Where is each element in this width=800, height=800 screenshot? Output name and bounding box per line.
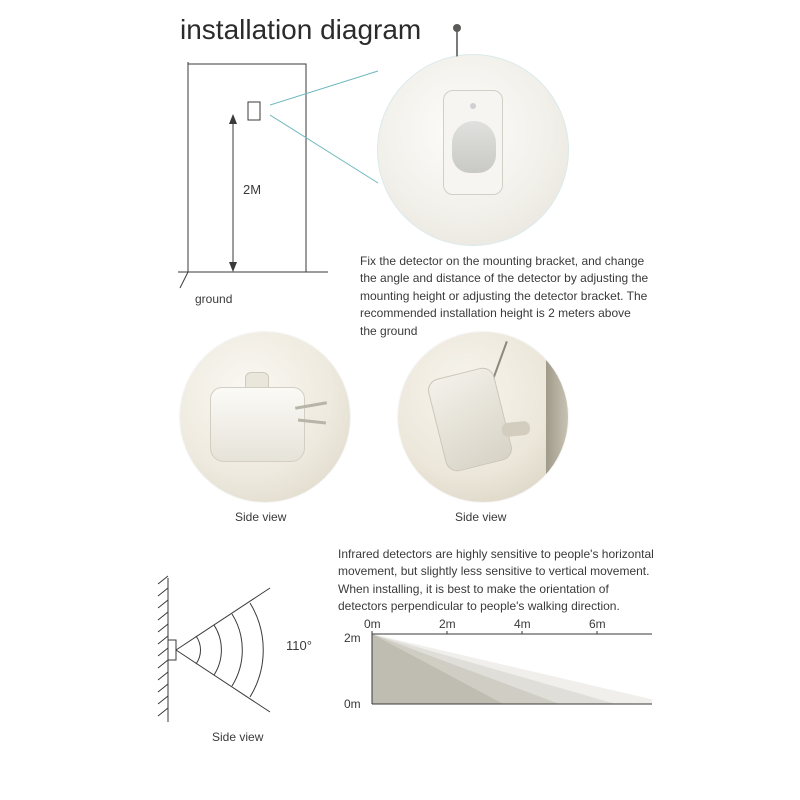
page-title: installation diagram xyxy=(180,14,421,46)
wall-mount-diagram: 2M xyxy=(178,62,328,322)
detector-side-photo-1 xyxy=(180,332,350,502)
caption-side-view-3: Side view xyxy=(212,730,263,744)
lens-icon xyxy=(452,121,496,173)
svg-text:4m: 4m xyxy=(514,617,531,631)
svg-text:6m: 6m xyxy=(589,617,606,631)
range-chart-svg: 0m2m4m6m8m2m0m xyxy=(342,616,652,716)
detector-body xyxy=(443,90,503,195)
ground-label: ground xyxy=(195,292,232,306)
svg-text:0m: 0m xyxy=(364,617,381,631)
detector-side-photo-2 xyxy=(398,332,568,502)
wall-strip xyxy=(546,332,568,502)
led-icon xyxy=(470,103,476,109)
detector-front-photo xyxy=(378,55,568,245)
instruction-paragraph-1: Fix the detector on the mounting bracket… xyxy=(360,253,650,340)
caption-side-view-1: Side view xyxy=(235,510,286,524)
bracket-icon xyxy=(501,421,530,438)
wall-mount-svg xyxy=(178,62,328,292)
svg-text:2m: 2m xyxy=(344,631,361,645)
detector-body xyxy=(426,365,515,474)
height-label: 2M xyxy=(243,182,261,197)
svg-text:2m: 2m xyxy=(439,617,456,631)
detection-range-chart: 0m2m4m6m8m2m0m xyxy=(342,616,652,716)
svg-text:0m: 0m xyxy=(344,697,361,711)
detector-body xyxy=(210,387,305,462)
caption-side-view-2: Side view xyxy=(455,510,506,524)
angle-label: 110° xyxy=(286,638,312,653)
instruction-paragraph-2: Infrared detectors are highly sensitive … xyxy=(338,546,658,616)
